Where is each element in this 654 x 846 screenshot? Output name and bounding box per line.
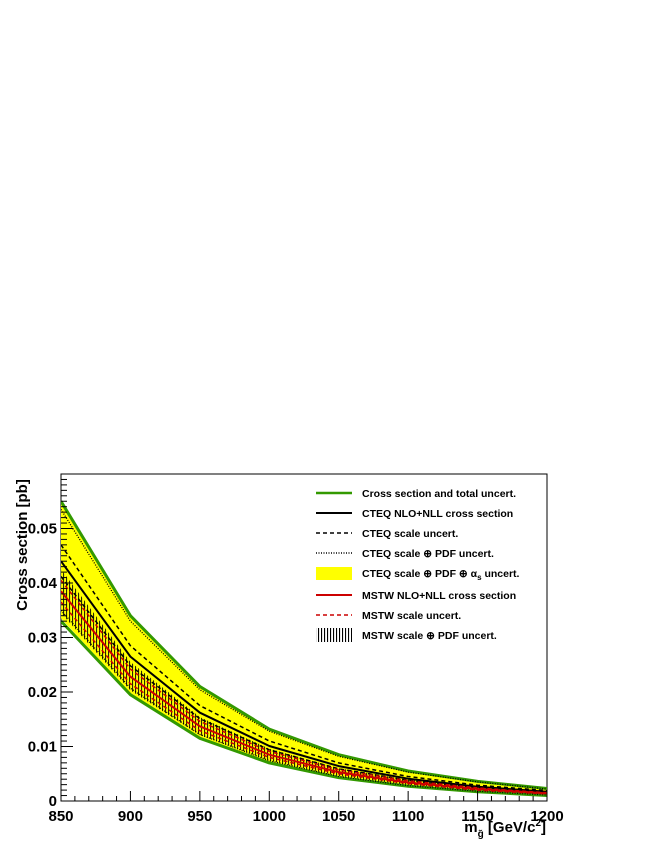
axes: 850 900 950 1000 1050 1100 1150 1200 0 0.01 0.02 0.… bbox=[28, 473, 564, 825]
x-tick-label: 1100 bbox=[392, 808, 425, 825]
legend-label-cteq-alphas: CTEQ scale ⊕ PDF ⊕ αs uncert. bbox=[362, 568, 520, 582]
y-tick-label: 0.02 bbox=[28, 684, 57, 701]
y-tick-label: 0 bbox=[49, 793, 57, 810]
legend: Cross section and total uncert. CTEQ NLO… bbox=[316, 488, 520, 642]
x-tick-label: 1150 bbox=[461, 808, 494, 825]
legend-label-cteq-central: CTEQ NLO+NLL cross section bbox=[362, 508, 513, 520]
legend-label-cteq-scale: CTEQ scale uncert. bbox=[362, 528, 458, 540]
line-cteq-central bbox=[61, 560, 547, 793]
legend-swatch-cteq-alphas bbox=[316, 567, 352, 580]
y-tick-label: 0.01 bbox=[28, 739, 57, 756]
legend-label-mstw-central: MSTW NLO+NLL cross section bbox=[362, 590, 516, 602]
line-cteq-scale-upper bbox=[61, 544, 547, 792]
y-tick-label: 0.03 bbox=[28, 630, 57, 647]
line-mstw-scale-upper bbox=[61, 579, 547, 794]
legend-label-total: Cross section and total uncert. bbox=[362, 488, 516, 500]
x-tick-label: 1200 bbox=[530, 808, 563, 825]
y-tick-label: 0.05 bbox=[28, 521, 57, 538]
line-cteq-pdf-upper bbox=[61, 509, 547, 790]
legend-label-mstw-scale: MSTW scale uncert. bbox=[362, 610, 461, 622]
line-cteq-pdf-lower bbox=[61, 609, 547, 796]
y-axis-title: Cross section [pb] bbox=[14, 479, 31, 611]
x-tick-label: 850 bbox=[48, 808, 73, 825]
line-mstw-central bbox=[61, 590, 547, 795]
line-cteq-scale-lower bbox=[61, 576, 547, 794]
x-tick-label: 1000 bbox=[253, 808, 286, 825]
legend-label-cteq-pdf: CTEQ scale ⊕ PDF uncert. bbox=[362, 548, 494, 560]
legend-swatch-mstw-pdf bbox=[316, 628, 352, 642]
x-tick-label: 900 bbox=[118, 808, 143, 825]
uncertainty-bands bbox=[61, 502, 547, 796]
x-tick-label: 950 bbox=[187, 808, 212, 825]
series-lines bbox=[61, 500, 547, 797]
line-total-lower bbox=[61, 620, 547, 797]
x-axis-title: mg̃ [GeV/c2] bbox=[464, 818, 546, 840]
legend-label-mstw-pdf: MSTW scale ⊕ PDF uncert. bbox=[362, 630, 497, 642]
line-mstw-scale-lower bbox=[61, 601, 547, 795]
y-tick-label: 0.04 bbox=[28, 575, 58, 592]
x-tick-label: 1050 bbox=[322, 808, 355, 825]
